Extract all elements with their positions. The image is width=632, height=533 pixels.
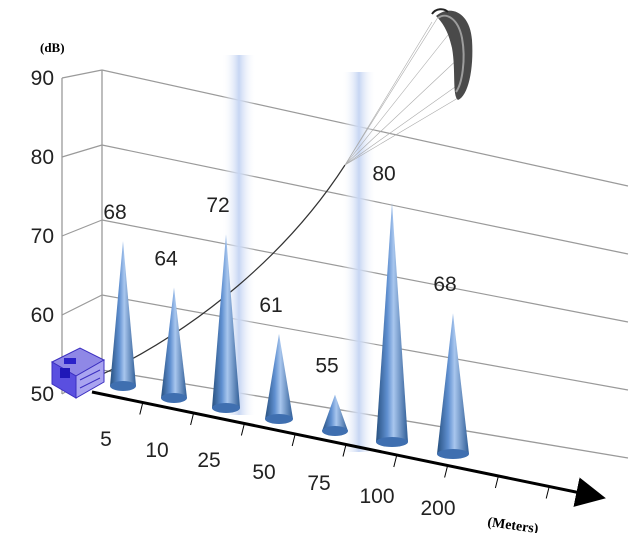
data-label: 80 (372, 163, 395, 186)
x-minor-tick (393, 454, 398, 468)
data-label: 55 (315, 355, 338, 378)
data-label: 72 (206, 194, 229, 217)
x-tick-label: 10 (145, 439, 168, 462)
data-label: 64 (154, 247, 178, 270)
cone-body (437, 313, 469, 454)
x-minor-tick (444, 465, 449, 478)
x-minor-tick (494, 475, 499, 489)
data-labels: 68 64 72 61 55 80 68 (103, 163, 456, 378)
kite-icon (431, 8, 473, 101)
cone-5 (110, 240, 136, 391)
y-tick-label: 80 (31, 146, 54, 169)
ground-station-icon (50, 347, 106, 399)
data-label: 68 (433, 273, 456, 296)
cone-75 (322, 394, 348, 436)
kite-lines (344, 13, 466, 166)
cone-base (161, 393, 187, 403)
cone-100 (376, 202, 408, 447)
cone-body (212, 234, 240, 408)
x-minor-tick (342, 444, 347, 457)
cone-base (437, 449, 469, 459)
x-tick-label: 50 (252, 461, 275, 484)
x-minor-tick (190, 412, 195, 426)
x-tick-label: 25 (197, 449, 220, 472)
cone-200 (437, 313, 469, 459)
cone-body (161, 287, 187, 398)
cone-10 (161, 287, 187, 403)
y-tick-label: 90 (31, 67, 54, 90)
x-minor-tick (139, 402, 144, 415)
x-tick-label: 100 (359, 485, 394, 508)
y-tick-label: 50 (31, 383, 54, 406)
data-label: 61 (259, 294, 282, 317)
cone-body (265, 333, 293, 419)
cone-body (322, 394, 348, 431)
x-tick-label: 75 (307, 472, 330, 495)
cone-base (212, 403, 240, 413)
x-axis-ticks: 5 10 25 50 75 100 200 (100, 428, 455, 520)
x-axis-unit: (Meters) (486, 515, 539, 533)
x-minor-tick (545, 486, 550, 499)
y-axis-unit: (dB) (40, 40, 65, 55)
grid-line-side (61, 219, 103, 237)
x-minor-tick (240, 423, 245, 436)
y-tick-label: 70 (31, 225, 54, 248)
data-label: 68 (103, 201, 126, 224)
grid-line-side (61, 294, 103, 316)
cone-base (110, 381, 136, 391)
grid-line-side (61, 69, 103, 79)
light-beam-right (342, 72, 376, 452)
grid-line-side (61, 144, 103, 158)
x-tick-label: 5 (100, 428, 112, 451)
x-axis-minor-ticks (139, 402, 550, 499)
cone-base (265, 414, 293, 424)
cone-50 (265, 333, 293, 424)
cone-base (376, 437, 408, 447)
x-tick-label: 200 (420, 497, 455, 520)
cone-series (110, 202, 469, 459)
cone-body (110, 240, 136, 386)
y-axis-ticks: 50 60 70 80 90 (31, 67, 54, 406)
cone-base (322, 426, 348, 436)
x-minor-tick (291, 433, 296, 447)
cone-25 (212, 234, 240, 413)
y-tick-label: 60 (31, 304, 54, 327)
cone-body (376, 202, 408, 442)
